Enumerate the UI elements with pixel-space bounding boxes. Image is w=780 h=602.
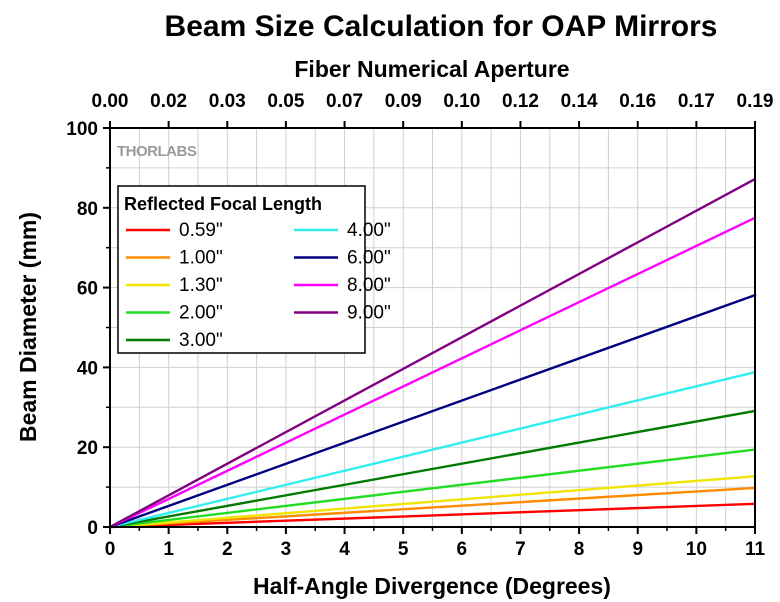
y-tick-label: 100 — [66, 119, 98, 140]
legend-label: 1.30" — [179, 275, 223, 296]
series-line — [108, 486, 757, 529]
x-axis-label: Half-Angle Divergence (Degrees) — [253, 573, 611, 599]
top-tick-label: 0.03 — [209, 91, 246, 112]
legend-label: 1.00" — [179, 248, 223, 269]
legend-label: 9.00" — [347, 303, 391, 324]
top-tick-label: 0.10 — [443, 91, 480, 112]
series-line — [108, 502, 757, 529]
series-line — [108, 216, 757, 529]
x-tick-label: 0 — [105, 539, 116, 560]
y-tick-label: 80 — [77, 199, 98, 220]
top-tick-label: 0.19 — [737, 91, 774, 112]
series-line — [108, 409, 757, 529]
tick-layer: 0 1 2 3 4 5 6 7 8 9 10 11 0.00 0.02 0.03 0.05 0.07 0.09 0.… — [66, 91, 773, 560]
series-layer — [108, 177, 757, 529]
x-tick-label: 2 — [222, 539, 233, 560]
top-tick-label: 0.07 — [326, 91, 363, 112]
legend-label: 8.00" — [347, 275, 391, 296]
x-tick-label: 6 — [457, 539, 468, 560]
x-tick-label: 3 — [281, 539, 292, 560]
top-tick-label: 0.05 — [267, 91, 304, 112]
y-axis-label: Beam Diameter (mm) — [15, 212, 41, 442]
legend-label: 6.00" — [347, 248, 391, 269]
legend: Reflected Focal Length 0.59" 1.00" 1.30" 2.0… — [117, 185, 391, 354]
top-tick-label: 0.02 — [150, 91, 187, 112]
x-tick-label: 8 — [574, 539, 585, 560]
legend-box — [117, 185, 366, 354]
legend-title: Reflected Focal Length — [124, 194, 322, 214]
y-tick-label: 20 — [77, 438, 98, 459]
top-tick-label: 0.16 — [619, 91, 656, 112]
series-line — [108, 177, 757, 529]
top-tick-label: 0.00 — [92, 91, 129, 112]
x-tick-label: 7 — [515, 539, 526, 560]
x-tick-label: 10 — [686, 539, 707, 560]
series-line — [108, 475, 757, 529]
series-line — [108, 370, 757, 529]
x-tick-label: 9 — [632, 539, 643, 560]
top-tick-label: 0.17 — [678, 91, 715, 112]
legend-label: 2.00" — [179, 303, 223, 324]
y-tick-label: 40 — [77, 358, 98, 379]
top-tick-label: 0.09 — [385, 91, 422, 112]
x-tick-label: 11 — [745, 539, 766, 560]
x-tick-label: 4 — [339, 539, 350, 560]
legend-label: 4.00" — [347, 220, 391, 241]
top-tick-label: 0.14 — [561, 91, 598, 112]
top-tick-label: 0.12 — [502, 91, 539, 112]
chart-title: Beam Size Calculation for OAP Mirrors — [165, 10, 718, 43]
thorlabs-watermark: THORLABS — [117, 143, 197, 160]
x-tick-label: 1 — [163, 539, 174, 560]
y-tick-label: 0 — [87, 518, 98, 539]
series-line — [108, 293, 757, 529]
legend-label: 3.00" — [179, 330, 223, 351]
y-tick-label: 60 — [77, 279, 98, 300]
series-line — [108, 448, 757, 529]
x-tick-label: 5 — [398, 539, 409, 560]
top-axis-label: Fiber Numerical Aperture — [294, 56, 569, 82]
legend-label: 0.59" — [179, 220, 223, 241]
